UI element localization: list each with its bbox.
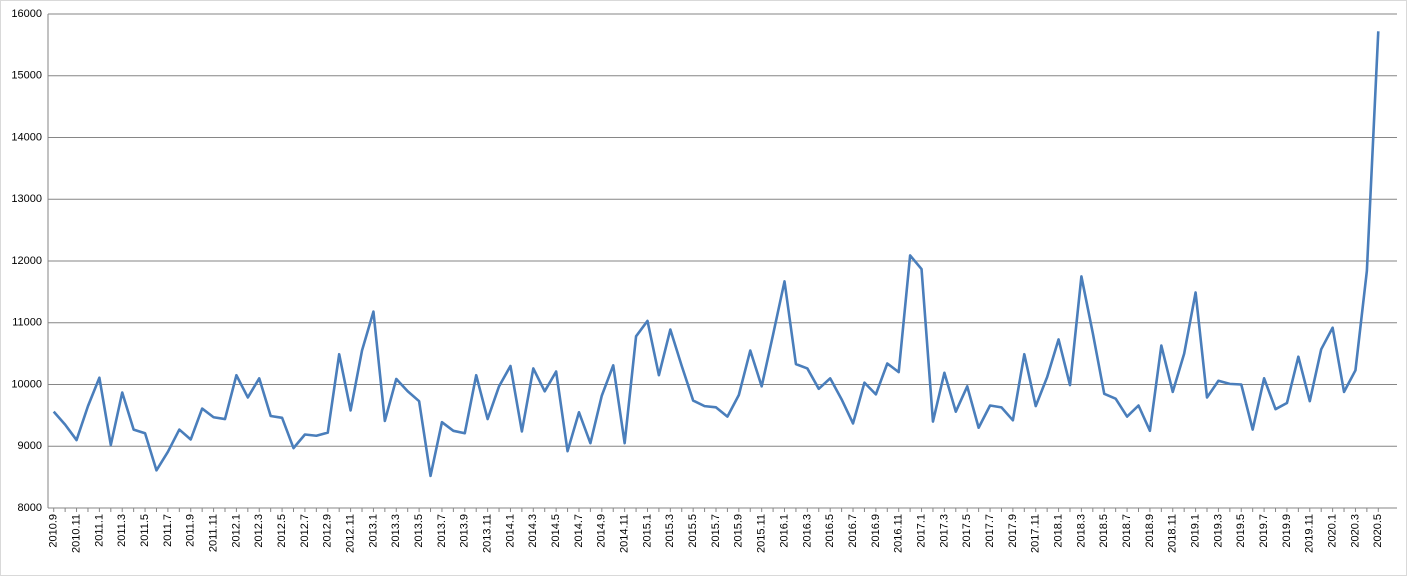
x-tick-label: 2011.5 (139, 514, 151, 547)
x-tick-label: 2017.1 (915, 514, 927, 548)
y-tick-label: 8000 (18, 502, 42, 514)
x-tick-label: 2017.7 (984, 514, 996, 548)
x-tick-label: 2012.5 (276, 514, 288, 548)
x-tick-label: 2019.5 (1235, 514, 1247, 548)
y-tick-label: 11000 (12, 317, 42, 329)
x-tick-label: 2011.7 (162, 514, 174, 547)
y-tick-label: 14000 (11, 131, 42, 143)
x-tick-label: 2013.11 (482, 514, 494, 553)
x-tick-label: 2019.1 (1189, 514, 1201, 548)
y-tick-label: 16000 (11, 8, 42, 20)
x-tick-label: 2015.3 (664, 514, 676, 548)
x-tick-label: 2012.9 (322, 514, 334, 548)
data-line (52, 31, 1380, 478)
x-tick-label: 2016.7 (847, 514, 859, 548)
x-tick-label: 2019.3 (1212, 514, 1224, 548)
x-tick-label: 2014.1 (504, 514, 516, 548)
x-tick-label: 2013.9 (459, 514, 471, 548)
x-tick-label: 2016.9 (870, 514, 882, 548)
x-tick-label: 2018.1 (1052, 514, 1064, 548)
x-tick-label: 2011.1 (93, 514, 105, 547)
y-tick-label: 10000 (11, 378, 42, 390)
x-tick-label: 2016.11 (893, 514, 905, 553)
x-tick-label: 2010.9 (48, 514, 60, 548)
x-tick-label: 2017.11 (1030, 514, 1042, 553)
x-tick-label: 2016.5 (824, 514, 836, 548)
x-tick-label: 2020.3 (1349, 514, 1361, 548)
y-tick-label: 9000 (18, 440, 42, 452)
x-tick-label: 2015.9 (733, 514, 745, 548)
x-tick-label: 2014.5 (550, 514, 562, 548)
x-tick-label: 2014.7 (573, 514, 585, 548)
x-tick-label: 2013.1 (367, 514, 379, 548)
x-tick-label: 2018.9 (1144, 514, 1156, 548)
x-tick-label: 2014.3 (527, 514, 539, 548)
x-tick-label: 2018.11 (1167, 514, 1179, 553)
x-tick-label: 2012.7 (299, 514, 311, 548)
x-tick-label: 2013.7 (436, 514, 448, 548)
y-tick-label: 13000 (11, 193, 42, 205)
x-tick-label: 2019.9 (1281, 514, 1293, 548)
y-tick-label: 12000 (11, 255, 42, 267)
x-tick-label: 2014.11 (619, 514, 631, 553)
x-tick-label: 2012.3 (253, 514, 265, 548)
x-tick-label: 2011.9 (185, 514, 197, 547)
x-tick-label: 2010.11 (70, 514, 82, 553)
x-tick-label: 2020.5 (1372, 514, 1384, 548)
x-tick-label: 2012.11 (345, 514, 357, 553)
x-tick-label: 2018.7 (1121, 514, 1133, 548)
x-tick-label: 2015.11 (756, 514, 768, 553)
x-tick-label: 2016.1 (778, 514, 790, 548)
x-tick-label: 2011.3 (116, 514, 128, 547)
y-tick-label: 15000 (11, 70, 42, 82)
x-tick-label: 2019.11 (1304, 514, 1316, 553)
x-tick-label: 2015.7 (710, 514, 722, 548)
x-tick-label: 2017.3 (938, 514, 950, 548)
x-tick-label: 2017.9 (1007, 514, 1019, 548)
x-tick-label: 2018.5 (1098, 514, 1110, 548)
x-tick-label: 2016.3 (801, 514, 813, 548)
x-tick-label: 2019.7 (1258, 514, 1270, 548)
x-tick-label: 2017.5 (961, 514, 973, 548)
x-tick-label: 2011.11 (207, 514, 219, 552)
x-tick-label: 2015.5 (687, 514, 699, 548)
x-tick-label: 2012.1 (230, 514, 242, 548)
x-tick-label: 2020.1 (1327, 514, 1339, 548)
x-tick-label: 2015.1 (641, 514, 653, 548)
x-tick-label: 2018.3 (1075, 514, 1087, 548)
x-tick-label: 2013.5 (413, 514, 425, 548)
x-tick-label: 2014.9 (596, 514, 608, 548)
x-tick-label: 2013.3 (390, 514, 402, 548)
